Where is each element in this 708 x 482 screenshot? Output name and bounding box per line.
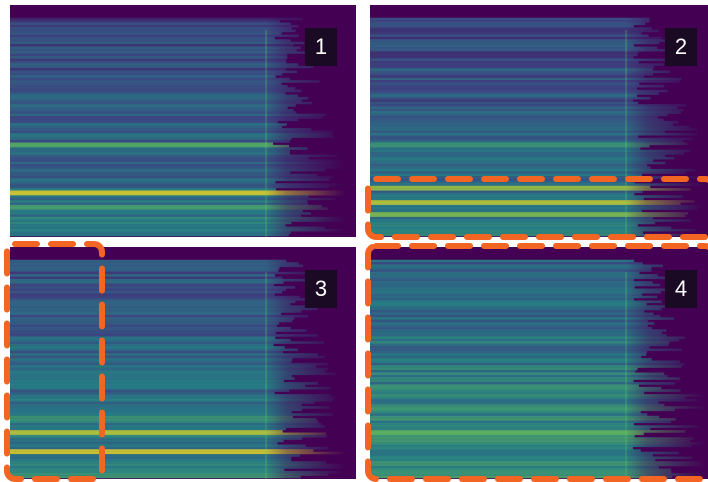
panel-content	[370, 5, 708, 237]
panel-content	[10, 5, 356, 237]
highlight-box	[4, 241, 105, 482]
spectrogram-panel: 2	[370, 5, 708, 237]
label-box	[305, 270, 337, 308]
stripes	[370, 17, 706, 237]
spectrogram-panel: 1	[10, 5, 356, 237]
stripes	[10, 17, 356, 237]
panels: 1 2 3 4	[10, 5, 708, 479]
panel-content	[10, 247, 356, 479]
label-box	[665, 28, 697, 66]
panel-label: 1	[315, 34, 327, 59]
spectrogram-panel: 3	[10, 247, 356, 479]
panel-label: 2	[675, 34, 687, 59]
panel-content	[370, 247, 708, 479]
spectrogram-panel: 4	[370, 247, 708, 479]
panel-label: 4	[675, 276, 687, 301]
highlight-box	[365, 176, 708, 240]
label-box	[305, 28, 337, 66]
stripes	[10, 259, 354, 479]
label-box	[665, 270, 697, 308]
panel-label: 3	[315, 276, 327, 301]
stripes	[370, 259, 708, 479]
highlight-box	[365, 243, 708, 482]
